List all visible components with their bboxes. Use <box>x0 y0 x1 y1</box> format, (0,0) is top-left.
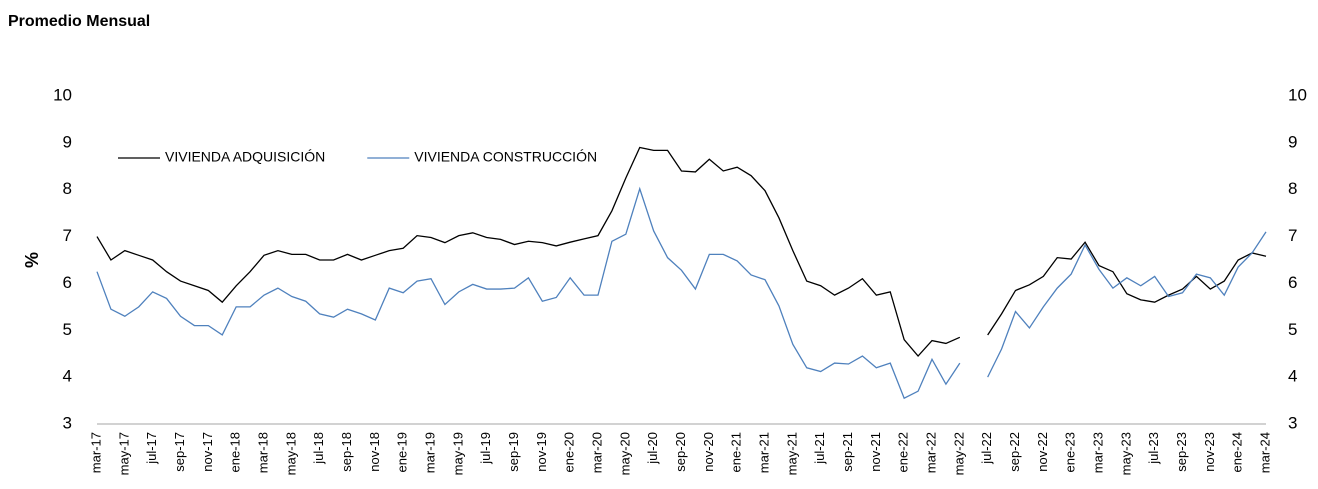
y2-tick-label: 9 <box>1288 132 1297 151</box>
y-tick-label: 8 <box>63 179 72 198</box>
x-tick-label: ene-21 <box>729 432 744 472</box>
x-tick-label: mar-17 <box>88 432 103 473</box>
x-tick-label: may-17 <box>116 432 131 475</box>
x-tick-label: jul-17 <box>144 432 159 465</box>
y-tick-label: 10 <box>53 85 72 104</box>
y-tick-label: 6 <box>63 273 72 292</box>
x-tick-label: mar-20 <box>589 432 604 473</box>
x-tick-label: nov-17 <box>200 432 215 472</box>
y-tick-label: 9 <box>63 132 72 151</box>
x-tick-label: sep-20 <box>673 432 688 472</box>
y-tick-label: 3 <box>63 413 72 432</box>
x-tick-label: ene-24 <box>1230 432 1245 472</box>
series-line <box>96 146 1267 358</box>
y2-tick-label: 10 <box>1288 85 1307 104</box>
y2-tick-label: 8 <box>1288 179 1297 198</box>
y-axis-label: % <box>22 252 42 268</box>
x-tick-label: ene-23 <box>1063 432 1078 472</box>
x-tick-label: nov-22 <box>1035 432 1050 472</box>
x-tick-label: jul-23 <box>1146 432 1161 465</box>
x-tick-label: mar-21 <box>756 432 771 473</box>
x-tick-label: mar-18 <box>255 432 270 473</box>
y2-tick-label: 4 <box>1288 367 1297 386</box>
y-tick-label: 7 <box>63 226 72 245</box>
x-tick-label: nov-23 <box>1202 432 1217 472</box>
x-tick-label: may-23 <box>1118 432 1133 475</box>
y2-tick-label: 7 <box>1288 226 1297 245</box>
x-tick-label: may-22 <box>951 432 966 475</box>
y2-tick-label: 6 <box>1288 273 1297 292</box>
x-tick-label: nov-18 <box>367 432 382 472</box>
x-tick-label: sep-17 <box>172 432 187 472</box>
x-tick-label: sep-22 <box>1007 432 1022 472</box>
x-tick-label: nov-20 <box>701 432 716 472</box>
x-tick-label: ene-19 <box>395 432 410 472</box>
x-tick-label: jul-18 <box>311 432 326 465</box>
x-tick-label: sep-23 <box>1174 432 1189 472</box>
x-tick-label: ene-18 <box>228 432 243 472</box>
x-tick-label: jul-19 <box>478 432 493 465</box>
y-tick-label: 4 <box>63 367 72 386</box>
x-tick-label: jul-22 <box>979 432 994 465</box>
x-tick-label: ene-22 <box>896 432 911 472</box>
x-tick-label: sep-18 <box>339 432 354 472</box>
x-tick-label: may-19 <box>450 432 465 475</box>
x-tick-label: may-18 <box>283 432 298 475</box>
y2-tick-label: 3 <box>1288 413 1297 432</box>
y2-tick-label: 5 <box>1288 320 1297 339</box>
x-tick-label: nov-21 <box>868 432 883 472</box>
x-tick-label: mar-22 <box>923 432 938 473</box>
series-line <box>96 186 1267 400</box>
x-tick-label: jul-21 <box>812 432 827 465</box>
x-tick-label: sep-21 <box>840 432 855 472</box>
x-tick-label: mar-19 <box>422 432 437 473</box>
y-tick-label: 5 <box>63 320 72 339</box>
x-tick-label: nov-19 <box>534 432 549 472</box>
x-tick-label: ene-20 <box>562 432 577 472</box>
x-tick-label: may-21 <box>784 432 799 475</box>
legend-label: VIVIENDA CONSTRUCCIÓN <box>414 149 597 165</box>
chart-subtitle: Promedio Mensual <box>8 13 150 30</box>
x-tick-label: sep-19 <box>506 432 521 472</box>
x-tick-label: jul-20 <box>645 432 660 465</box>
x-tick-label: may-20 <box>617 432 632 475</box>
x-tick-label: mar-24 <box>1257 432 1272 473</box>
legend-label: VIVIENDA ADQUISICIÓN <box>165 149 325 165</box>
x-tick-label: mar-23 <box>1090 432 1105 473</box>
